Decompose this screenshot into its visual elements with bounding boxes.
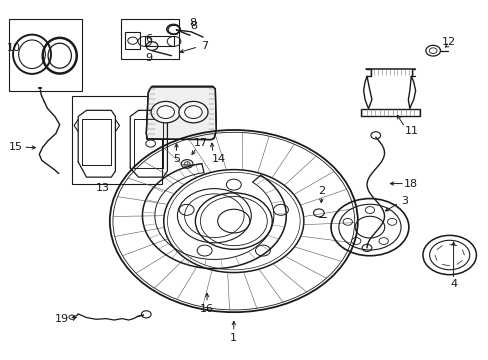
Bar <box>120 19 179 59</box>
Text: 16: 16 <box>200 304 214 314</box>
Text: 7: 7 <box>201 41 208 51</box>
Text: 11: 11 <box>405 126 418 136</box>
Text: 1: 1 <box>230 333 237 343</box>
Text: 3: 3 <box>401 197 407 206</box>
Bar <box>125 32 140 49</box>
Text: 12: 12 <box>441 37 455 48</box>
Circle shape <box>151 102 180 123</box>
Text: 8: 8 <box>188 18 196 28</box>
Text: 17: 17 <box>193 138 207 148</box>
Text: 5: 5 <box>173 154 180 163</box>
Polygon shape <box>146 86 216 140</box>
Bar <box>144 36 174 46</box>
Bar <box>9 19 81 91</box>
Text: 15: 15 <box>9 142 23 152</box>
Text: 4: 4 <box>449 279 456 289</box>
Text: 14: 14 <box>212 154 226 163</box>
Text: 10: 10 <box>7 43 21 53</box>
Text: 9: 9 <box>145 53 152 63</box>
Text: 2: 2 <box>317 186 324 197</box>
Text: 19: 19 <box>55 314 69 324</box>
Text: 13: 13 <box>95 183 109 193</box>
Text: 6: 6 <box>145 34 152 44</box>
Circle shape <box>179 102 207 123</box>
Bar <box>72 96 162 184</box>
Text: 8: 8 <box>189 21 197 31</box>
Text: 18: 18 <box>403 179 417 189</box>
